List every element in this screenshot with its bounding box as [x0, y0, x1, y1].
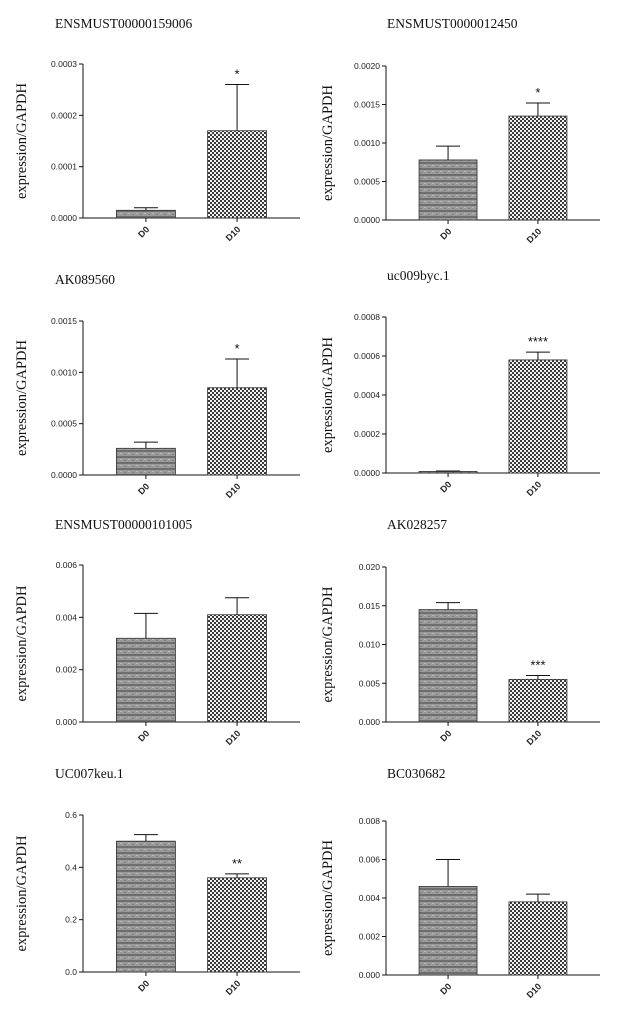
y-tick-label: 0.006: [359, 855, 381, 865]
y-tick-label: 0.004: [56, 612, 78, 622]
y-axis-label: expression/GAPDH: [14, 835, 30, 952]
y-tick-label: 0.0002: [51, 110, 77, 120]
y-tick-label: 0.0005: [354, 177, 380, 187]
y-tick-label: 0.004: [359, 893, 381, 903]
y-tick-label: 0.000: [56, 717, 78, 727]
bar-d10: [207, 130, 267, 219]
y-tick-label: 0.002: [359, 932, 381, 942]
bar-d0: [418, 886, 478, 976]
x-tick-label: D10: [525, 479, 544, 498]
y-tick-label: 0.0002: [354, 429, 380, 439]
bar-d10: [508, 901, 568, 976]
y-axis-label: expression/GAPDH: [320, 839, 336, 956]
y-tick-label: 0.000: [359, 970, 381, 980]
significance-marker: ***: [530, 658, 545, 673]
bar-d10: [508, 678, 568, 723]
bar-d0: [116, 637, 176, 723]
y-tick-label: 0.0006: [354, 351, 380, 361]
x-tick-label: D10: [224, 224, 243, 243]
chart-title: AK028257: [387, 517, 447, 532]
y-tick-label: 0.005: [359, 678, 381, 688]
chart-panel: UC007keu.1 expression/GAPDH 0.0 0.2 0.4 0.6 D0…: [14, 766, 300, 997]
x-tick-label: D0: [136, 481, 151, 496]
x-tick-label: D0: [438, 728, 453, 743]
y-tick-label: 0.0: [65, 967, 77, 977]
x-tick-label: D0: [438, 479, 453, 494]
chart-panel: ENSMUST0000012450 expression/GAPDH 0.0000 0…: [320, 16, 600, 245]
y-tick-label: 0.0020: [354, 61, 380, 71]
y-tick-label: 0.0000: [354, 215, 380, 225]
bar-d0: [418, 159, 478, 221]
chart-panel: BC030682 expression/GAPDH 0.000 0.002 0.004 0…: [320, 766, 600, 1000]
x-tick-label: D0: [438, 981, 453, 996]
y-tick-label: 0.015: [359, 601, 381, 611]
significance-marker: *: [235, 341, 240, 356]
y-tick-label: 0.0001: [51, 162, 77, 172]
chart-title: BC030682: [387, 766, 446, 781]
y-tick-label: 0.006: [56, 560, 78, 570]
chart-title: uc009byc.1: [387, 268, 450, 283]
x-tick-label: D10: [224, 481, 243, 500]
chart-panel: ENSMUST00000101005 expression/GAPDH 0.000 0…: [14, 517, 300, 747]
chart-panel: uc009byc.1 expression/GAPDH 0.0000 0.0002 0.…: [320, 268, 600, 498]
y-tick-label: 0.6: [65, 810, 77, 820]
y-axis-label: expression/GAPDH: [14, 585, 30, 702]
y-axis-label: expression/GAPDH: [14, 339, 30, 456]
significance-marker: ****: [528, 334, 548, 349]
significance-marker: **: [232, 856, 242, 871]
y-tick-label: 0.0003: [51, 59, 77, 69]
bar-d10: [508, 359, 568, 474]
bar-d10: [207, 877, 267, 973]
y-tick-label: 0.020: [359, 562, 381, 572]
y-tick-label: 0.010: [359, 640, 381, 650]
bar-d0: [418, 471, 478, 474]
y-axis-label: expression/GAPDH: [320, 586, 336, 703]
chart-title: ENSMUST0000012450: [387, 16, 518, 31]
y-tick-label: 0.0000: [51, 213, 77, 223]
x-tick-label: D10: [525, 728, 544, 747]
chart-title: AK089560: [55, 272, 115, 287]
y-tick-label: 0.0004: [354, 390, 380, 400]
y-axis-label: expression/GAPDH: [320, 84, 336, 201]
y-tick-label: 0.4: [65, 862, 77, 872]
chart-title: ENSMUST00000159006: [55, 16, 193, 31]
chart-title: ENSMUST00000101005: [55, 517, 193, 532]
y-tick-label: 0.002: [56, 665, 78, 675]
x-tick-label: D10: [525, 981, 544, 1000]
bar-d10: [508, 115, 568, 221]
y-axis-label: expression/GAPDH: [14, 82, 30, 199]
y-tick-label: 0.008: [359, 816, 381, 826]
x-tick-label: D0: [136, 728, 151, 743]
bar-d0: [418, 609, 478, 723]
chart-panel: ENSMUST00000159006 expression/GAPDH 0.0000…: [14, 16, 300, 243]
y-tick-label: 0.0008: [354, 312, 380, 322]
y-tick-label: 0.0010: [51, 367, 77, 377]
significance-marker: *: [535, 85, 540, 100]
bar-d10: [207, 614, 267, 723]
y-tick-label: 0.0000: [51, 470, 77, 480]
bar-d0: [116, 209, 176, 219]
y-tick-label: 0.000: [359, 717, 381, 727]
bar-d10: [207, 387, 267, 476]
x-tick-label: D10: [224, 978, 243, 997]
x-tick-label: D0: [438, 226, 453, 241]
y-tick-label: 0.0015: [354, 100, 380, 110]
y-tick-label: 0.2: [65, 915, 77, 925]
y-axis-label: expression/GAPDH: [320, 336, 336, 453]
chart-title: UC007keu.1: [55, 766, 124, 781]
y-tick-label: 0.0005: [51, 419, 77, 429]
y-tick-label: 0.0015: [51, 316, 77, 326]
x-tick-label: D10: [525, 226, 544, 245]
y-tick-label: 0.0000: [354, 468, 380, 478]
x-tick-label: D10: [224, 728, 243, 747]
bar-d0: [116, 840, 176, 973]
x-tick-label: D0: [136, 978, 151, 993]
x-tick-label: D0: [136, 224, 151, 239]
chart-panel: AK089560 expression/GAPDH 0.0000 0.0005 0.00…: [14, 272, 300, 500]
chart-panel: AK028257 expression/GAPDH 0.000 0.005 0.010 0…: [320, 517, 600, 747]
significance-marker: *: [235, 67, 240, 82]
y-tick-label: 0.0010: [354, 138, 380, 148]
bar-d0: [116, 447, 176, 476]
